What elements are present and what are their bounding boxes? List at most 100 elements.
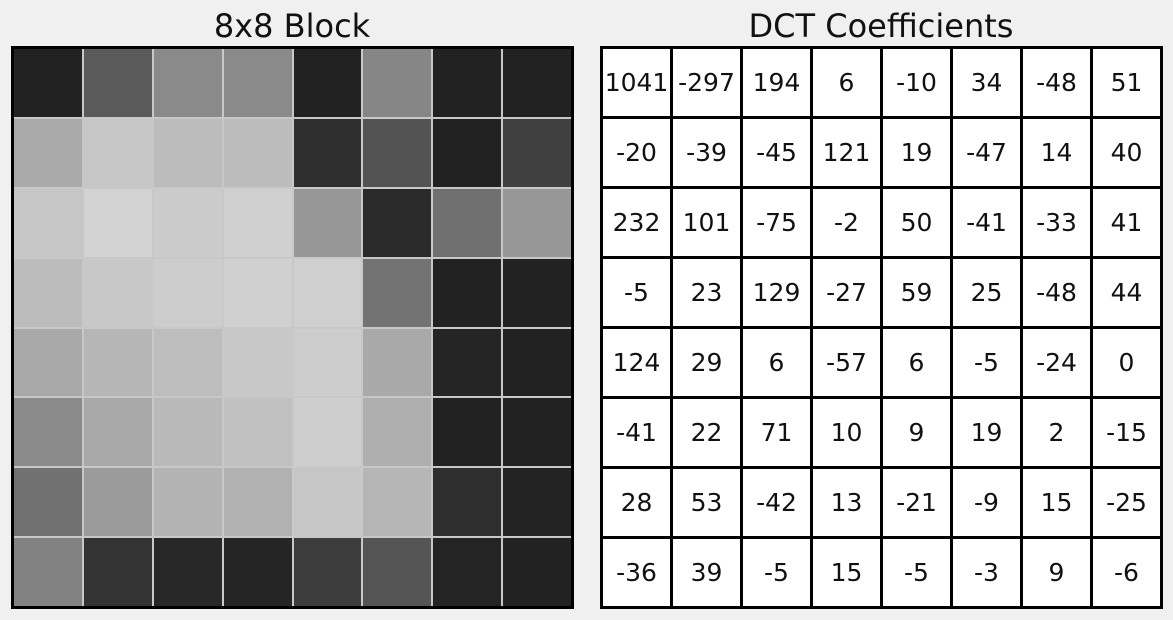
pixel-cell xyxy=(363,118,432,187)
pixel-cell xyxy=(83,328,152,397)
block-title: 8x8 Block xyxy=(213,7,371,45)
pixel-cell xyxy=(223,398,292,467)
dct-coefficient-cell: -9 xyxy=(953,469,1020,536)
dct-coefficient-cell: -48 xyxy=(1023,49,1090,116)
pixel-cell xyxy=(153,328,222,397)
pixel-cell xyxy=(433,118,502,187)
pixel-cell xyxy=(433,188,502,257)
pixel-cell xyxy=(293,468,362,537)
dct-coefficient-cell: -10 xyxy=(883,49,950,116)
dct-coefficient-cell: -6 xyxy=(1093,539,1160,606)
dct-coefficient-cell: 0 xyxy=(1093,329,1160,396)
pixel-block-grid xyxy=(14,49,571,606)
dct-coefficient-cell: -33 xyxy=(1023,189,1090,256)
pixel-cell xyxy=(223,468,292,537)
dct-coefficient-cell: -75 xyxy=(743,189,810,256)
pixel-cell xyxy=(503,468,571,537)
dct-coefficient-cell: 53 xyxy=(673,469,740,536)
pixel-cell xyxy=(433,398,502,467)
pixel-cell xyxy=(14,188,82,257)
pixel-cell xyxy=(503,118,571,187)
pixel-cell xyxy=(363,468,432,537)
dct-coefficient-cell: -57 xyxy=(813,329,880,396)
dct-coefficient-cell: 71 xyxy=(743,399,810,466)
dct-coefficient-cell: 15 xyxy=(1023,469,1090,536)
dct-coefficient-cell: -27 xyxy=(813,259,880,326)
dct-coefficient-cell: -5 xyxy=(743,539,810,606)
dct-coefficient-cell: -3 xyxy=(953,539,1020,606)
dct-coefficient-cell: 101 xyxy=(673,189,740,256)
dct-table-frame: 1041 -297 194 6 -10 34 -48 51 -20 -39 -45 121 19 -47 1… xyxy=(600,46,1163,609)
pixel-cell xyxy=(503,538,571,606)
pixel-cell xyxy=(14,468,82,537)
pixel-cell xyxy=(14,328,82,397)
dct-coefficient-cell: 19 xyxy=(883,119,950,186)
dct-coefficient-cell: 13 xyxy=(813,469,880,536)
dct-coefficient-cell: -39 xyxy=(673,119,740,186)
pixel-cell xyxy=(83,49,152,117)
pixel-cell xyxy=(293,328,362,397)
pixel-cell xyxy=(363,258,432,327)
pixel-cell xyxy=(153,468,222,537)
pixel-cell xyxy=(153,49,222,117)
dct-coefficient-cell: -24 xyxy=(1023,329,1090,396)
dct-coefficient-cell: 10 xyxy=(813,399,880,466)
dct-coefficient-cell: -42 xyxy=(743,469,810,536)
dct-coefficient-cell: 129 xyxy=(743,259,810,326)
dct-coefficient-cell: 232 xyxy=(603,189,670,256)
dct-coefficient-cell: 51 xyxy=(1093,49,1160,116)
pixel-cell xyxy=(293,49,362,117)
pixel-cell xyxy=(223,49,292,117)
dct-coefficient-cell: 39 xyxy=(673,539,740,606)
pixel-cell xyxy=(153,398,222,467)
dct-coefficient-cell: -41 xyxy=(953,189,1020,256)
pixel-cell xyxy=(223,328,292,397)
dct-coefficient-cell: 25 xyxy=(953,259,1020,326)
pixel-cell xyxy=(293,258,362,327)
dct-coefficient-cell: 6 xyxy=(883,329,950,396)
pixel-cell xyxy=(363,328,432,397)
pixel-cell xyxy=(363,538,432,606)
dct-coefficient-cell: -5 xyxy=(603,259,670,326)
pixel-cell xyxy=(433,328,502,397)
pixel-cell xyxy=(83,258,152,327)
pixel-cell xyxy=(433,49,502,117)
pixel-cell xyxy=(14,118,82,187)
pixel-cell xyxy=(223,258,292,327)
dct-coefficient-cell: -5 xyxy=(953,329,1020,396)
pixel-cell xyxy=(503,188,571,257)
dct-coefficient-cell: -36 xyxy=(603,539,670,606)
pixel-block-frame xyxy=(11,46,574,609)
pixel-cell xyxy=(83,188,152,257)
dct-coefficient-cell: -41 xyxy=(603,399,670,466)
dct-coefficient-cell: -20 xyxy=(603,119,670,186)
dct-coefficient-cell: -5 xyxy=(883,539,950,606)
dct-coefficient-cell: -15 xyxy=(1093,399,1160,466)
dct-coefficient-cell: 14 xyxy=(1023,119,1090,186)
dct-coefficient-cell: 41 xyxy=(1093,189,1160,256)
pixel-cell xyxy=(363,49,432,117)
dct-coefficient-cell: -48 xyxy=(1023,259,1090,326)
pixel-cell xyxy=(83,538,152,606)
pixel-cell xyxy=(503,258,571,327)
pixel-cell xyxy=(83,398,152,467)
dct-coefficient-cell: -21 xyxy=(883,469,950,536)
dct-coefficient-cell: 9 xyxy=(1023,539,1090,606)
dct-coefficient-cell: -45 xyxy=(743,119,810,186)
pixel-cell xyxy=(433,258,502,327)
dct-coefficient-cell: 22 xyxy=(673,399,740,466)
dct-coefficient-cell: -297 xyxy=(673,49,740,116)
dct-coefficient-cell: 34 xyxy=(953,49,1020,116)
dct-coefficient-cell: 2 xyxy=(1023,399,1090,466)
pixel-cell xyxy=(153,188,222,257)
dct-coefficient-cell: 23 xyxy=(673,259,740,326)
dct-coefficient-cell: 9 xyxy=(883,399,950,466)
dct-coefficient-cell: 19 xyxy=(953,399,1020,466)
dct-coefficient-cell: 59 xyxy=(883,259,950,326)
pixel-cell xyxy=(363,188,432,257)
dct-coefficient-cell: 6 xyxy=(813,49,880,116)
dct-coefficient-cell: -2 xyxy=(813,189,880,256)
pixel-cell xyxy=(14,49,82,117)
dct-coefficient-cell: 194 xyxy=(743,49,810,116)
dct-coefficient-cell: 1041 xyxy=(603,49,670,116)
